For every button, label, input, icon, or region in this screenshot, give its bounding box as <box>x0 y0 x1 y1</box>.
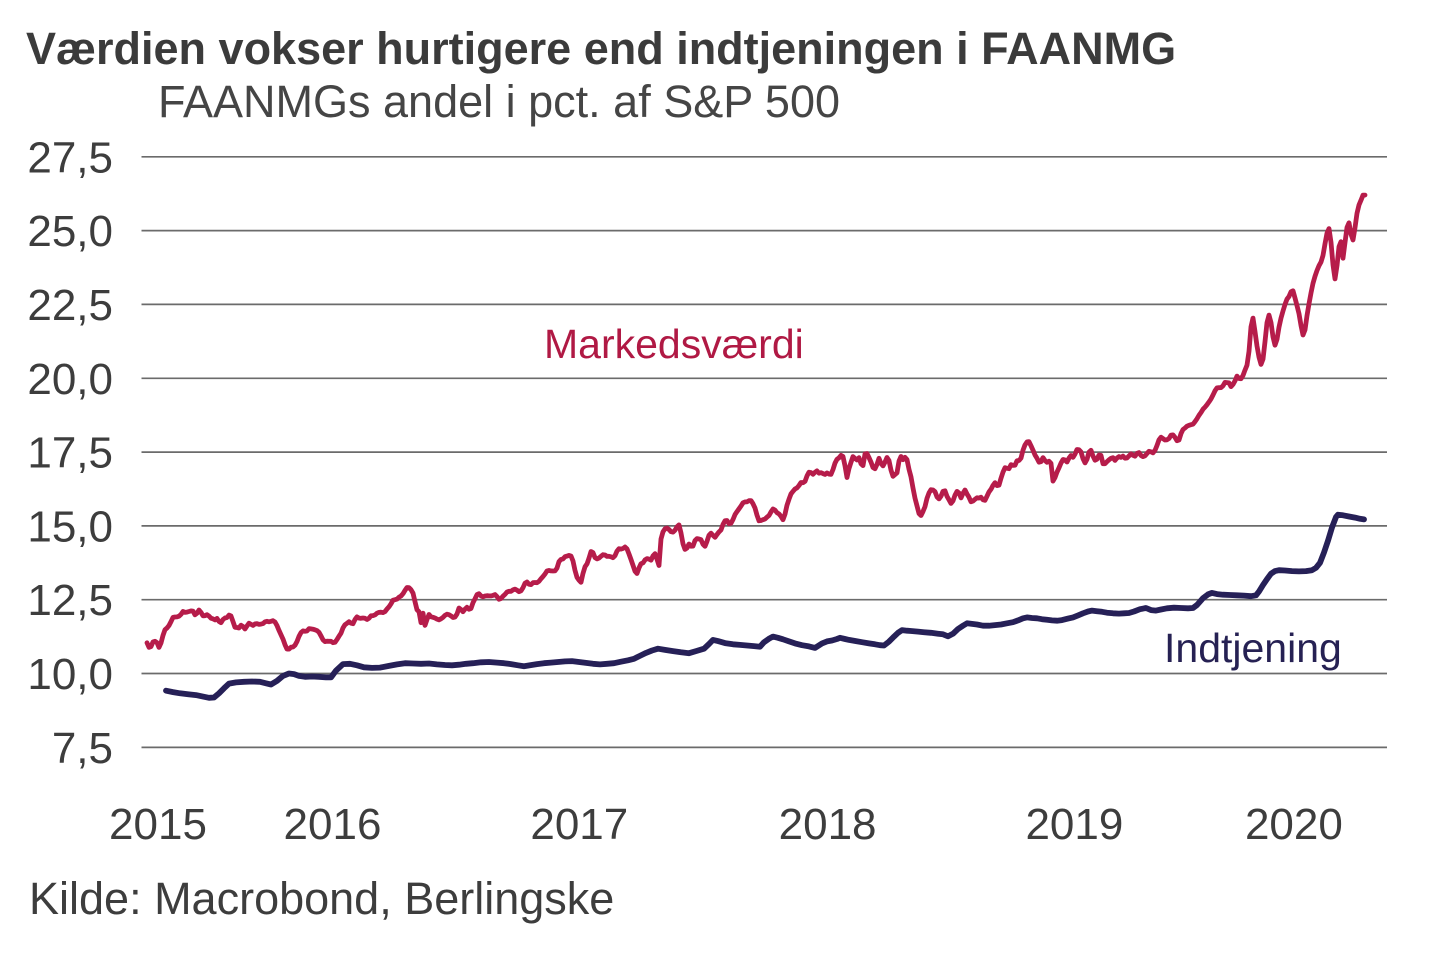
svg-text:2020: 2020 <box>1245 800 1343 849</box>
svg-text:15,0: 15,0 <box>27 502 113 551</box>
svg-text:10,0: 10,0 <box>27 650 113 699</box>
svg-text:2015: 2015 <box>109 800 207 849</box>
svg-text:7,5: 7,5 <box>52 724 113 773</box>
svg-text:Indtjening: Indtjening <box>1164 625 1342 671</box>
svg-text:17,5: 17,5 <box>27 429 113 478</box>
svg-text:20,0: 20,0 <box>27 355 113 404</box>
svg-text:12,5: 12,5 <box>27 576 113 625</box>
svg-text:Markedsværdi: Markedsværdi <box>544 321 804 367</box>
svg-text:Kilde: Macrobond, Berlingske: Kilde: Macrobond, Berlingske <box>29 873 614 924</box>
svg-text:22,5: 22,5 <box>27 281 113 330</box>
svg-text:FAANMGs andel i pct. af S&P 50: FAANMGs andel i pct. af S&P 500 <box>158 76 840 127</box>
svg-text:2018: 2018 <box>779 800 877 849</box>
svg-text:27,5: 27,5 <box>27 133 113 182</box>
svg-text:2016: 2016 <box>284 800 382 849</box>
svg-text:Værdien vokser hurtigere end i: Værdien vokser hurtigere end indtjeninge… <box>26 23 1176 74</box>
svg-text:25,0: 25,0 <box>27 207 113 256</box>
svg-text:2019: 2019 <box>1025 800 1123 849</box>
svg-text:2017: 2017 <box>530 800 628 849</box>
